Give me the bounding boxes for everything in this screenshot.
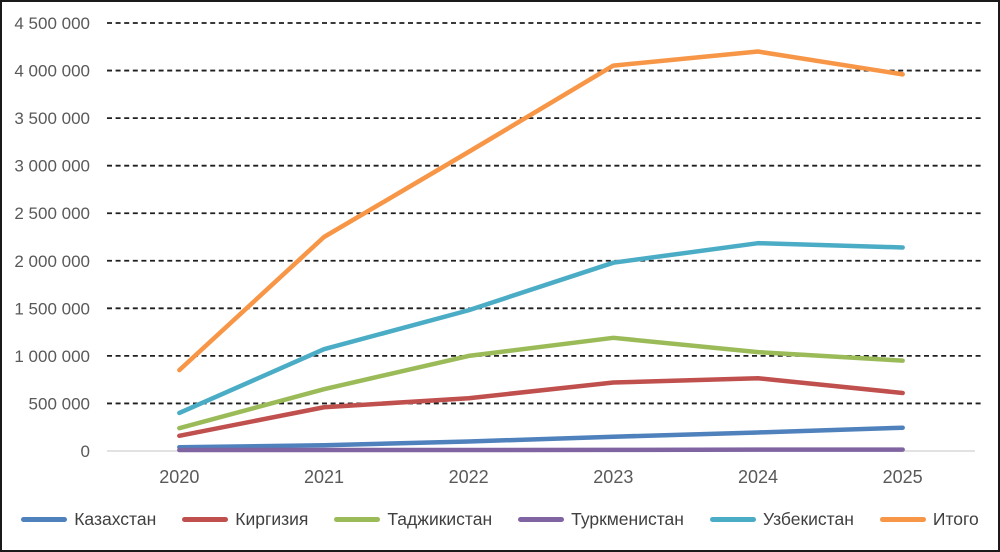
- legend-item-turkmenistan[interactable]: Туркменистан: [518, 509, 684, 530]
- legend-label: Узбекистан: [762, 509, 854, 529]
- y-tick-label: 4 000 000: [14, 62, 90, 81]
- legend-label: Туркменистан: [571, 509, 684, 529]
- legend-swatch-kazakhstan: [21, 517, 68, 522]
- legend-swatch-uzbekistan: [709, 517, 756, 522]
- series-line-tadzhikistan[interactable]: [177, 335, 905, 431]
- legend-label: Киргизия: [235, 509, 309, 529]
- series-line-itogo[interactable]: [177, 49, 905, 373]
- x-tick-label: 2025: [883, 467, 923, 487]
- legend-label: Таджикистан: [387, 509, 493, 529]
- legend-item-kazakhstan[interactable]: Казахстан: [21, 509, 156, 530]
- y-tick-label: 500 000: [29, 394, 90, 413]
- y-tick-label: 3 500 000: [14, 109, 90, 128]
- legend-item-uzbekistan[interactable]: Узбекистан: [709, 509, 854, 530]
- x-tick-label: 2020: [159, 467, 199, 487]
- legend-swatch-itogo: [879, 517, 926, 522]
- x-tick-label: 2022: [449, 467, 489, 487]
- y-tick-label: 2 000 000: [14, 252, 90, 271]
- legend-swatch-tadzhikistan: [334, 517, 381, 522]
- legend-item-itogo[interactable]: Итого: [879, 509, 979, 530]
- x-tick-label: 2023: [593, 467, 633, 487]
- series-line-kazakhstan[interactable]: [177, 425, 905, 450]
- series-line-uzbekistan[interactable]: [177, 240, 905, 416]
- series-line-kirgiziya[interactable]: [177, 375, 905, 439]
- chart-legend: Казахстан Киргизия Таджикистан Туркменистан…: [2, 509, 998, 530]
- legend-swatch-kirgiziya: [182, 517, 229, 522]
- y-tick-label: 3 000 000: [14, 157, 90, 176]
- legend-label: Казахстан: [74, 509, 157, 529]
- y-tick-label: 2 500 000: [14, 204, 90, 223]
- y-tick-label: 4 500 000: [14, 14, 90, 33]
- x-tick-label: 2021: [304, 467, 344, 487]
- x-tick-label: 2024: [738, 467, 778, 487]
- legend-item-tadzhikistan[interactable]: Таджикистан: [334, 509, 492, 530]
- legend-label: Итого: [932, 509, 979, 529]
- y-tick-label: 1 500 000: [14, 299, 90, 318]
- legend-item-kirgiziya[interactable]: Киргизия: [182, 509, 308, 530]
- y-tick-label: 1 000 000: [14, 347, 90, 366]
- y-tick-label: 0: [81, 442, 90, 461]
- legend-swatch-turkmenistan: [518, 517, 565, 522]
